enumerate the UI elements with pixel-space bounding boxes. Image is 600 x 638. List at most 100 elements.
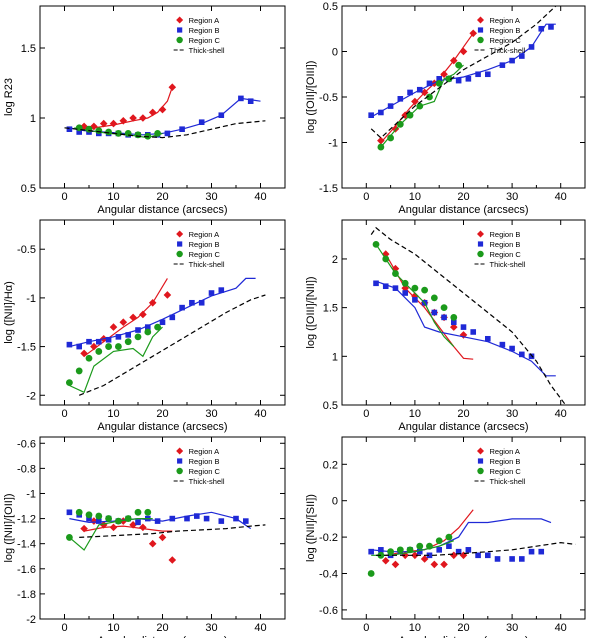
legend-marker-region-a: [176, 16, 184, 24]
x-tick-label: 20: [156, 408, 168, 420]
y-axis-label: log ([NII]/Hα): [3, 281, 15, 344]
legend-marker-region-c: [176, 36, 183, 44]
data-point-region-c: [416, 102, 424, 110]
data-point-region-a: [148, 539, 157, 548]
data-point-region-a: [440, 560, 448, 569]
y-tick-label: 1.5: [21, 43, 36, 55]
y-tick-label: -1: [26, 293, 36, 305]
data-point-region-a: [168, 556, 177, 564]
data-point-region-a: [119, 117, 128, 125]
x-tick-label: 10: [409, 622, 421, 634]
data-point-region-a: [119, 517, 128, 525]
y-tick-label: -1.5: [319, 183, 338, 195]
data-point-region-a: [411, 292, 419, 300]
data-point-region-c: [430, 294, 438, 302]
series-line-region-a: [385, 253, 474, 360]
y-tick-label: -1: [328, 138, 338, 150]
data-point-region-a: [420, 555, 429, 563]
y-tick-label: 0.5: [21, 183, 36, 195]
x-tick-label: 0: [61, 408, 67, 420]
x-tick-label: 20: [156, 191, 168, 203]
data-point-region-b: [198, 119, 205, 125]
data-point-region-b: [426, 80, 433, 87]
y-tick-label: -0.5: [17, 244, 36, 256]
y-tick-label: -0.4: [319, 569, 338, 581]
data-point-region-b: [392, 285, 399, 291]
data-point-region-c: [85, 511, 93, 519]
data-point-region-b: [373, 280, 379, 287]
data-point-region-c: [105, 343, 112, 350]
data-point-region-c: [401, 279, 409, 287]
plot-frame: [341, 5, 586, 189]
data-point-region-b: [465, 547, 472, 553]
legend-label: Thick-shell: [490, 46, 526, 55]
y-tick-label: -1.2: [17, 514, 36, 526]
y-tick-label: -1.4: [17, 539, 36, 551]
y-tick-label: 0.2: [323, 459, 338, 471]
x-tick-label: 30: [205, 191, 217, 203]
data-point-region-b: [179, 126, 185, 132]
data-point-region-c: [396, 546, 404, 554]
x-tick-label: 20: [156, 622, 168, 634]
data-point-region-b: [528, 353, 535, 360]
data-point-region-c: [95, 512, 103, 520]
data-point-region-c: [455, 61, 463, 69]
data-point-region-b: [460, 324, 467, 330]
y-axis-label: log ([NII]/[SII]): [305, 494, 317, 562]
data-point-region-c: [445, 75, 453, 83]
x-axis-label: Angular distance (arcsecs): [398, 204, 528, 216]
y-tick-label: 2: [332, 254, 338, 266]
series-line-thick-shell: [370, 6, 557, 139]
data-point-region-c: [124, 338, 132, 346]
y-axis-label: log ([NII]/[OII]): [3, 493, 15, 562]
data-point-region-b: [135, 327, 141, 333]
plot-area: [64, 83, 266, 140]
panel-oiii_nii: 0 10 20 30 40 0.5 1 1.5 2 Angular distance (arcse…: [305, 219, 586, 433]
data-point-region-b: [198, 299, 205, 306]
data-point-region-b: [455, 77, 462, 84]
series-line-region-b: [371, 518, 552, 553]
data-point-region-c: [445, 533, 453, 541]
data-point-region-b: [169, 314, 176, 321]
legend-label: Region B: [189, 26, 220, 35]
data-point-region-b: [125, 332, 131, 338]
data-point-region-b: [189, 299, 195, 306]
data-point-region-b: [105, 336, 112, 343]
series-line-region-c: [69, 517, 153, 551]
legend-label: Region B: [490, 240, 521, 249]
legend-marker-region-b: [177, 241, 183, 247]
legend-label: Region A: [490, 16, 520, 25]
y-tick-label: -0.8: [17, 463, 36, 475]
data-point-region-b: [475, 71, 481, 78]
x-tick-label: 0: [363, 408, 369, 420]
data-point-region-b: [247, 98, 254, 104]
data-point-region-b: [233, 515, 239, 522]
data-point-region-c: [85, 125, 93, 133]
data-point-region-b: [238, 95, 244, 102]
y-tick-label: 0.5: [323, 1, 338, 13]
legend-marker-region-b: [477, 458, 484, 464]
data-point-region-b: [446, 543, 452, 549]
data-point-region-b: [402, 290, 408, 296]
series-line-region-c: [69, 326, 163, 394]
legend-marker-region-a: [477, 230, 485, 238]
data-point-region-b: [86, 338, 92, 345]
legend-label: Thick-shell: [490, 260, 526, 269]
data-point-region-c: [75, 508, 83, 516]
y-tick-label: -1.8: [17, 589, 36, 601]
legend-label: Region C: [490, 467, 522, 476]
data-point-region-b: [528, 44, 535, 50]
data-point-region-b: [378, 109, 384, 116]
data-point-region-c: [105, 515, 112, 522]
data-point-region-a: [80, 349, 88, 358]
data-point-region-b: [194, 513, 200, 519]
legend-marker-region-c: [477, 467, 484, 475]
legend-label: Thick-shell: [189, 46, 225, 55]
data-point-region-a: [129, 521, 137, 529]
series-line-region-b: [370, 23, 556, 118]
x-axis-label: Angular distance (arcsecs): [398, 421, 528, 433]
data-point-region-b: [455, 548, 462, 555]
data-point-region-c: [75, 367, 83, 375]
legend-marker-region-c: [176, 250, 183, 258]
data-point-region-b: [115, 334, 122, 340]
